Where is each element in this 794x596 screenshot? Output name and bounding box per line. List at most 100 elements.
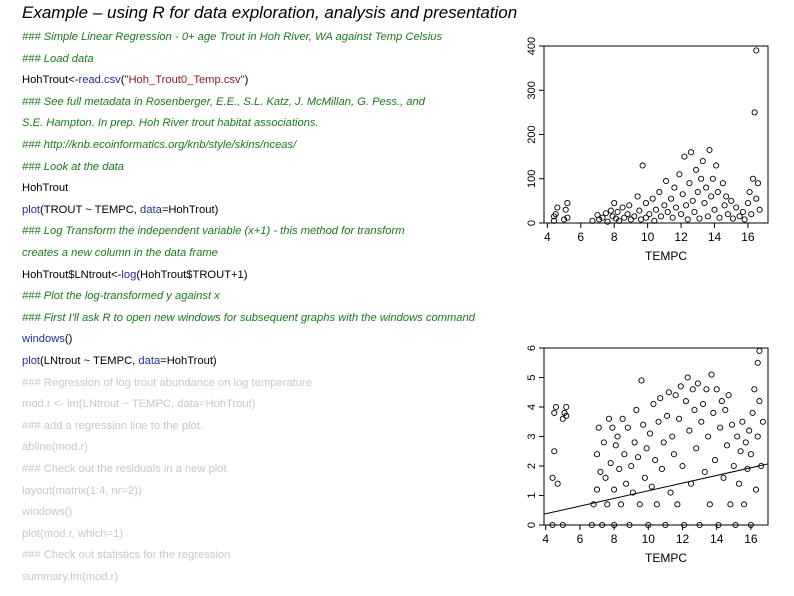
data-point: [549, 474, 556, 481]
data-point: [728, 197, 735, 204]
code-token: (): [64, 333, 73, 346]
code-token: ### add a regression line to the plot.: [22, 419, 203, 432]
data-point: [718, 398, 725, 405]
x-tick-label: 4: [542, 532, 549, 546]
comment-line: S.E. Hampton. In prep. Hoh River trout h…: [22, 116, 319, 130]
comment-line: ### Log Transform the independent variab…: [22, 224, 405, 238]
y-tick-label: 2: [526, 463, 538, 469]
data-point: [588, 521, 595, 529]
y-tick-label: 100: [526, 170, 538, 188]
data-point: [701, 468, 708, 475]
data-point: [634, 193, 641, 200]
data-point: [595, 424, 602, 431]
data-point: [554, 204, 561, 211]
data-point: [691, 406, 698, 413]
data-point: [739, 418, 746, 425]
data-point: [667, 489, 674, 496]
data-point: [646, 211, 653, 218]
data-point: [641, 474, 648, 481]
data-point: [710, 409, 717, 416]
data-point: [696, 215, 703, 222]
data-point: [742, 439, 749, 446]
data-point: [684, 374, 691, 381]
code-token: ### See full metadata in Rosenberger, E.…: [22, 95, 425, 108]
data-point: [724, 211, 731, 218]
data-point: [665, 389, 672, 396]
comment-line: ### Look at the data: [22, 160, 124, 174]
data-point: [741, 501, 748, 508]
data-point: [614, 208, 621, 215]
data-point: [611, 200, 618, 207]
data-point: [551, 448, 558, 455]
data-point: [708, 193, 715, 200]
data-point: [616, 465, 623, 472]
code-token: mod.r <- lm(LNtrout ~ TEMPC, data=HohTro…: [22, 398, 256, 411]
data-point: [689, 386, 696, 393]
faded-code-line: windows(): [22, 505, 72, 519]
code-token: S.E. Hampton. In prep. Hoh River trout h…: [22, 117, 319, 130]
data-point: [711, 457, 719, 464]
code-token: ### Check out statistics for the regress…: [22, 549, 231, 562]
data-point: [689, 197, 696, 204]
y-tick-label: 300: [526, 81, 538, 99]
x-tick-label: 12: [674, 230, 688, 244]
data-point: [554, 480, 561, 487]
data-point: [669, 214, 676, 221]
code-token: plot: [22, 355, 41, 367]
data-point: [640, 421, 647, 428]
data-point: [657, 395, 664, 402]
y-tick-label: 4: [526, 404, 538, 410]
data-point: [552, 211, 559, 218]
data-point: [746, 427, 753, 434]
regression-line: [543, 463, 769, 515]
data-point: [737, 448, 744, 455]
data-point: [739, 208, 746, 215]
data-point: [628, 462, 635, 470]
data-point: [681, 521, 688, 529]
data-point: [619, 204, 626, 211]
data-point: [643, 445, 650, 452]
data-point: [645, 521, 652, 529]
data-point: [701, 200, 708, 207]
data-point: [756, 206, 763, 213]
code-token: log: [121, 268, 137, 281]
faded-code-line: ### add a regression line to the plot.: [22, 419, 203, 433]
code-token: (LNtrout ~ TEMPC,: [40, 355, 139, 367]
data-point: [634, 454, 642, 461]
data-point: [699, 158, 706, 165]
data-point: [599, 214, 606, 221]
data-point: [705, 433, 712, 440]
data-point: [698, 418, 705, 425]
data-point: [673, 204, 680, 211]
data-point: [642, 200, 650, 207]
data-point: [600, 439, 607, 446]
data-point: [616, 217, 623, 224]
data-point: [664, 208, 671, 215]
data-point: [679, 191, 686, 198]
data-point: [751, 386, 758, 393]
data-point: [752, 486, 760, 493]
data-point: [703, 386, 710, 393]
code-token: data: [140, 203, 162, 216]
code-token: windows(): [22, 506, 73, 519]
data-point: [723, 193, 730, 200]
data-point: [716, 214, 723, 221]
data-point: [662, 521, 669, 529]
data-point: [684, 216, 691, 223]
data-point: [621, 214, 628, 221]
data-point: [676, 415, 683, 422]
code-token: (TROUT ~ TEMPC,: [40, 203, 141, 216]
data-point: [662, 177, 670, 185]
faded-code-line: summary.lm(mod.r): [22, 570, 118, 584]
data-point: [564, 214, 571, 221]
data-point: [694, 188, 701, 196]
data-point: [678, 211, 685, 218]
x-tick-label: 14: [708, 230, 722, 244]
data-point: [729, 421, 736, 428]
data-point: [611, 486, 618, 493]
data-point: [723, 442, 731, 449]
code-token: creates a new column in the data frame: [22, 247, 218, 259]
comment-line: ### Simple Linear Regression - 0+ age Tr…: [22, 30, 442, 44]
data-point: [597, 468, 604, 475]
